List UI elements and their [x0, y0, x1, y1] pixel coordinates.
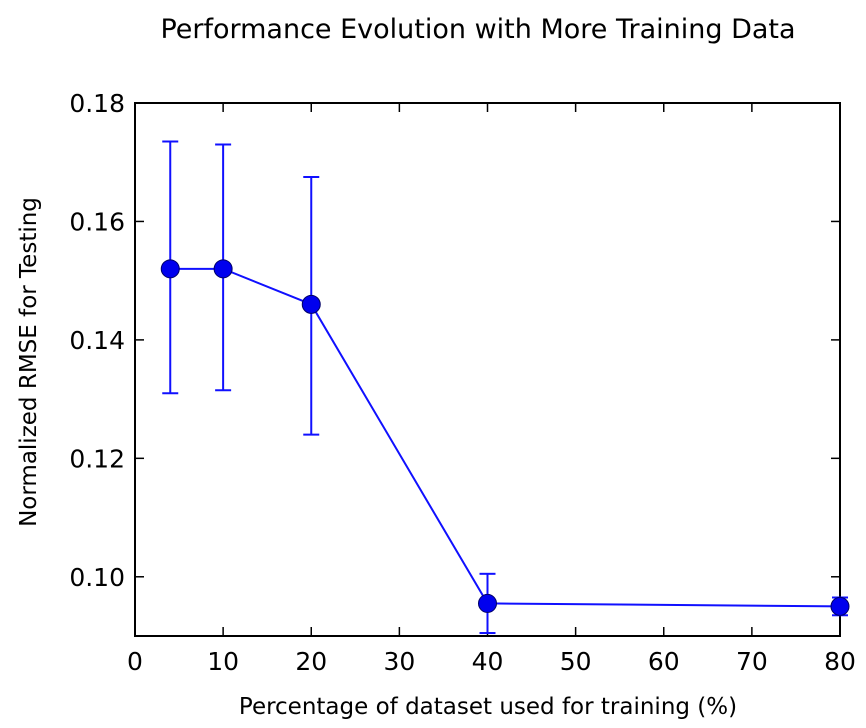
y-tick-label: 0.12 [69, 444, 125, 473]
y-tick-label: 0.18 [69, 89, 125, 118]
x-tick-label: 60 [648, 647, 680, 676]
data-points [160, 259, 850, 616]
plot-area: 0 10 20 30 40 50 60 70 80 0.10 0.12 0.14 0.16 0.18 [69, 89, 856, 676]
y-tick-label: 0.10 [69, 563, 125, 592]
data-point [301, 294, 321, 314]
x-tick-label: 10 [207, 647, 239, 676]
x-tick-label: 80 [824, 647, 856, 676]
x-tick-label: 30 [383, 647, 415, 676]
data-point [213, 259, 233, 279]
x-tick-label: 0 [127, 647, 143, 676]
plot-frame [134, 102, 841, 637]
series-line [170, 267, 841, 608]
data-point [478, 593, 497, 613]
chart-title: Performance Evolution with More Training… [160, 14, 795, 45]
data-point [830, 596, 850, 616]
data-point [160, 259, 180, 279]
y-tick-label: 0.16 [69, 207, 125, 236]
x-axis-label: Percentage of dataset used for training … [239, 694, 737, 720]
x-tick-label: 40 [472, 647, 504, 676]
axis-ticks: 0 10 20 30 40 50 60 70 80 0.10 0.12 0.14 0.16 0.18 [69, 89, 856, 676]
x-tick-label: 50 [560, 647, 592, 676]
x-tick-label: 20 [295, 647, 327, 676]
x-tick-label: 70 [736, 647, 768, 676]
y-tick-label: 0.14 [69, 326, 125, 355]
error-bars [162, 140, 848, 635]
y-axis-label: Normalized RMSE for Testing [16, 197, 42, 527]
